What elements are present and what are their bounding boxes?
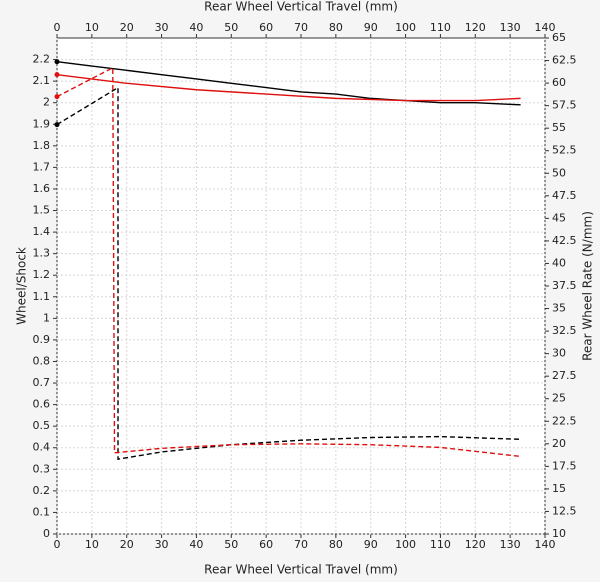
series-line	[56, 61, 521, 106]
y-tick-label: 0.9	[33, 333, 51, 346]
x-tick-label: 40	[189, 538, 203, 551]
y-tick-label: 1.7	[33, 160, 51, 173]
x-tick-label: 60	[259, 538, 273, 551]
x-tick-label: 10	[85, 538, 99, 551]
y2-tick-label: 42.5	[552, 234, 577, 247]
y2-tick-label: 10	[552, 527, 566, 540]
start-point	[54, 122, 60, 128]
y2-tick-label: 27.5	[552, 369, 577, 382]
series-line	[56, 73, 521, 102]
x2-tick-label: 50	[224, 21, 238, 34]
y-tick-label: 1.1	[33, 290, 51, 303]
y-tick-label: 0.8	[33, 354, 51, 367]
y-tick-label: 0	[43, 527, 50, 540]
x-tick-label: 90	[364, 538, 378, 551]
y-tick-label: 1.9	[33, 117, 51, 130]
y-tick-label: 0.4	[33, 441, 51, 454]
y-tick-label: 2.2	[33, 53, 51, 66]
x-tick-label: 110	[430, 538, 451, 551]
y-tick-label: 1.4	[33, 225, 51, 238]
y2-tick-label: 25	[552, 392, 566, 405]
x2-tick-label: 100	[395, 21, 416, 34]
y-tick-label: 0.6	[33, 398, 51, 411]
y2-tick-label: 22.5	[552, 414, 577, 427]
x-tick-label: 30	[155, 538, 169, 551]
y-tick-label: 2.1	[33, 74, 51, 87]
x-tick-label: 50	[224, 538, 238, 551]
x-tick-label: 100	[395, 538, 416, 551]
y2-tick-label: 60	[552, 76, 566, 89]
y2-tick-label: 45	[552, 211, 566, 224]
y-tick-label: 0.2	[33, 484, 51, 497]
y2-tick-label: 62.5	[552, 54, 577, 67]
y-axis-label: Wheel/Shock	[15, 247, 29, 325]
y-tick-label: 1.6	[33, 182, 51, 195]
y-tick-label: 1.8	[33, 139, 51, 152]
y2-tick-label: 17.5	[552, 459, 577, 472]
y2-axis-label: Rear Wheel Rate (N/mm)	[581, 211, 595, 361]
y2-tick-label: 65	[552, 31, 566, 44]
y2-tick-label: 20	[552, 437, 566, 450]
x2-tick-label: 120	[465, 21, 486, 34]
x2-tick-label: 60	[259, 21, 273, 34]
y2-tick-label: 52.5	[552, 144, 577, 157]
y-tick-label: 1.5	[33, 204, 51, 217]
x2-tick-label: 70	[294, 21, 308, 34]
x2-tick-label: 30	[155, 21, 169, 34]
y2-tick-label: 15	[552, 482, 566, 495]
start-point	[54, 94, 60, 100]
y2-tick-label: 40	[552, 256, 566, 269]
y2-tick-label: 32.5	[552, 324, 577, 337]
y-tick-label: 1.3	[33, 247, 51, 260]
y2-tick-label: 47.5	[552, 189, 577, 202]
start-point	[54, 59, 60, 65]
y-tick-label: 1.2	[33, 268, 51, 281]
series-line	[56, 86, 521, 460]
x-tick-label: 0	[54, 538, 61, 551]
x-tick-label: 140	[535, 538, 556, 551]
x-tick-label: 130	[500, 538, 521, 551]
y2-tick-label: 12.5	[552, 504, 577, 517]
top-axis-label: Rear Wheel Vertical Travel (mm)	[204, 0, 398, 14]
x-tick-label: 20	[120, 538, 134, 551]
y2-tick-label: 55	[552, 121, 566, 134]
y2-tick-label: 37.5	[552, 279, 577, 292]
x2-tick-label: 0	[54, 21, 61, 34]
y-tick-label: 1	[43, 311, 50, 324]
y-tick-label: 0.7	[33, 376, 51, 389]
x2-tick-label: 90	[364, 21, 378, 34]
x2-tick-label: 20	[120, 21, 134, 34]
x-tick-label: 70	[294, 538, 308, 551]
x2-tick-label: 140	[535, 21, 556, 34]
y-tick-label: 0.5	[33, 419, 51, 432]
x-tick-label: 120	[465, 538, 486, 551]
x2-tick-label: 10	[85, 21, 99, 34]
x2-tick-label: 110	[430, 21, 451, 34]
series-line	[56, 66, 521, 458]
x-axis-label: Rear Wheel Vertical Travel (mm)	[204, 563, 398, 577]
x2-tick-label: 40	[189, 21, 203, 34]
x2-tick-label: 130	[500, 21, 521, 34]
y-tick-label: 0.1	[33, 505, 51, 518]
x2-tick-label: 80	[329, 21, 343, 34]
x-tick-label: 80	[329, 538, 343, 551]
y2-tick-label: 35	[552, 302, 566, 315]
y2-tick-label: 30	[552, 347, 566, 360]
y2-tick-label: 57.5	[552, 99, 577, 112]
start-point	[54, 72, 60, 78]
y-tick-label: 2	[43, 96, 50, 109]
y2-tick-label: 50	[552, 166, 566, 179]
y-tick-label: 0.3	[33, 462, 51, 475]
